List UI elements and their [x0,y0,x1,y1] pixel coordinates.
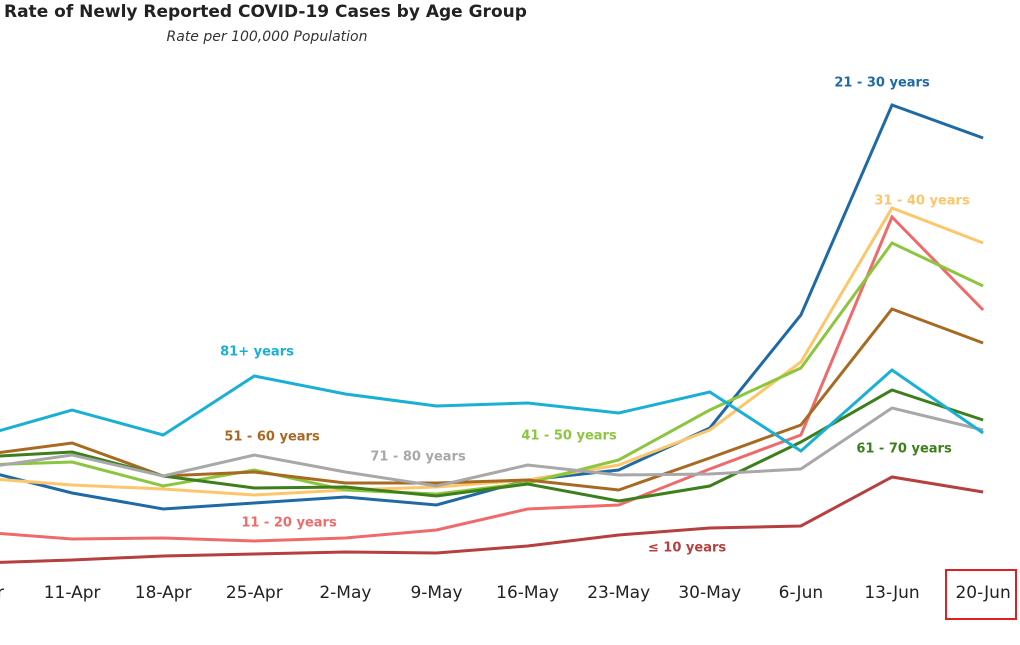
series-label: 51 - 60 years [224,430,320,445]
series-line [0,368,984,453]
x-tick-label: 20-Jun [955,583,1010,603]
x-tick-label: 25-Apr [226,583,283,603]
series-line [0,214,985,543]
series-label: 11 - 20 years [241,516,337,531]
x-tick-label: 30-May [678,583,741,603]
x-tick-label: 4-Apr [0,583,4,603]
chart-title: Rate of Newly Reported COVID-19 Cases by… [4,2,527,22]
series-line [0,307,984,492]
x-tick-label: 11-Apr [44,583,101,603]
x-tick-label: 16-May [496,583,559,603]
x-tick-label: 13-Jun [864,583,919,603]
x-tick-label: 23-May [587,583,650,603]
series-line [0,241,984,496]
series-label: 41 - 50 years [521,429,617,444]
x-tick-label: 18-Apr [135,583,192,603]
series-line [0,206,984,497]
series-label: 81+ years [220,345,294,360]
series-label: 71 - 80 years [370,450,466,465]
series-label: 21 - 30 years [834,76,930,91]
x-tick-label: 6-Jun [779,583,823,603]
x-tick-label: 9-May [410,583,462,603]
x-tick-label: 2-May [319,583,371,603]
highlight-box [945,569,1017,620]
series-line [0,103,984,511]
series-label: ≤ 10 years [648,541,727,556]
series-label: 31 - 40 years [874,194,970,209]
series-line [0,406,984,488]
series-label: 61 - 70 years [856,442,952,457]
series-line [0,475,984,564]
chart-subtitle: Rate per 100,000 Population [167,29,368,45]
